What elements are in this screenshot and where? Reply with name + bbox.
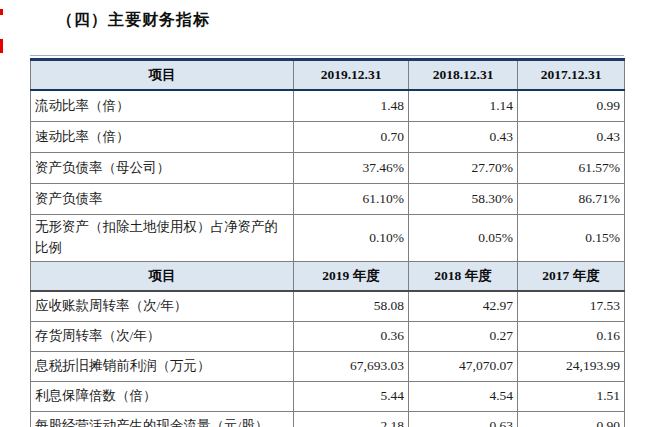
table-top-rule bbox=[30, 55, 624, 56]
row-value: 27.70% bbox=[409, 153, 518, 184]
row-label: 速动比率（倍） bbox=[31, 122, 294, 153]
row-label: 资产负债率 bbox=[31, 184, 294, 215]
row-label: 无形资产（扣除土地使用权）占净资产的比例 bbox=[31, 215, 294, 262]
financial-indicators-table-wrap: 项目 2019.12.31 2018.12.31 2017.12.31 流动比率… bbox=[30, 55, 624, 427]
table-row-cashflow-per-share: 每股经营活动产生的现金流量（元/股） 2.18 0.63 0.90 bbox=[31, 412, 625, 427]
table-row-intangible-assets-ratio: 无形资产（扣除土地使用权）占净资产的比例 0.10% 0.05% 0.15% bbox=[31, 215, 625, 262]
row-value: 1.48 bbox=[294, 90, 409, 122]
header-cell-2018-year: 2018 年度 bbox=[409, 262, 518, 292]
left-edge-red-mark bbox=[0, 9, 3, 15]
row-label: 应收账款周转率（次/年） bbox=[31, 291, 294, 322]
row-label: 息税折旧摊销前利润（万元） bbox=[31, 352, 294, 382]
row-value: 0.15% bbox=[518, 215, 625, 262]
row-value: 24,193.99 bbox=[518, 352, 625, 382]
table-row-ebitda: 息税折旧摊销前利润（万元） 67,693.03 47,070.07 24,193… bbox=[31, 352, 625, 382]
header-cell-2019-year: 2019 年度 bbox=[294, 262, 409, 292]
table-row-current-ratio: 流动比率（倍） 1.48 1.14 0.99 bbox=[31, 90, 625, 122]
row-value: 37.46% bbox=[294, 153, 409, 184]
row-value: 0.10% bbox=[294, 215, 409, 262]
row-value: 17.53 bbox=[518, 291, 625, 322]
row-label: 利息保障倍数（倍） bbox=[31, 382, 294, 412]
header-cell-2017-year: 2017 年度 bbox=[518, 262, 625, 292]
row-value: 86.71% bbox=[518, 184, 625, 215]
row-value: 0.05% bbox=[409, 215, 518, 262]
row-value: 0.16 bbox=[518, 322, 625, 352]
table-row-debt-ratio: 资产负债率 61.10% 58.30% 86.71% bbox=[31, 184, 625, 215]
row-value: 58.30% bbox=[409, 184, 518, 215]
financial-indicators-table: 项目 2019.12.31 2018.12.31 2017.12.31 流动比率… bbox=[30, 58, 625, 427]
section-title: （四）主要财务指标 bbox=[57, 10, 210, 31]
table-row-inventory-turnover: 存货周转率（次/年） 0.36 0.27 0.16 bbox=[31, 322, 625, 352]
row-value: 0.43 bbox=[409, 122, 518, 153]
row-value: 0.70 bbox=[294, 122, 409, 153]
header-cell-2017: 2017.12.31 bbox=[518, 60, 625, 91]
row-label: 每股经营活动产生的现金流量（元/股） bbox=[31, 412, 294, 427]
row-value: 4.54 bbox=[409, 382, 518, 412]
row-value: 0.36 bbox=[294, 322, 409, 352]
row-value: 0.27 bbox=[409, 322, 518, 352]
left-edge-red-mark bbox=[0, 39, 3, 53]
row-value: 42.97 bbox=[409, 291, 518, 322]
row-value: 58.08 bbox=[294, 291, 409, 322]
row-value: 0.90 bbox=[518, 412, 625, 427]
table-row-receivables-turnover: 应收账款周转率（次/年） 58.08 42.97 17.53 bbox=[31, 291, 625, 322]
row-value: 1.14 bbox=[409, 90, 518, 122]
row-label: 流动比率（倍） bbox=[31, 90, 294, 122]
row-value: 61.10% bbox=[294, 184, 409, 215]
row-label: 存货周转率（次/年） bbox=[31, 322, 294, 352]
row-value: 2.18 bbox=[294, 412, 409, 427]
row-label: 资产负债率（母公司） bbox=[31, 153, 294, 184]
row-value: 1.51 bbox=[518, 382, 625, 412]
header-cell-2019: 2019.12.31 bbox=[294, 60, 409, 91]
table-row-interest-coverage: 利息保障倍数（倍） 5.44 4.54 1.51 bbox=[31, 382, 625, 412]
row-value: 61.57% bbox=[518, 153, 625, 184]
table-row-quick-ratio: 速动比率（倍） 0.70 0.43 0.43 bbox=[31, 122, 625, 153]
row-value: 5.44 bbox=[294, 382, 409, 412]
header-cell-item: 项目 bbox=[31, 60, 294, 91]
header-cell-item: 项目 bbox=[31, 262, 294, 292]
row-value: 0.99 bbox=[518, 90, 625, 122]
annual-header-row: 项目 2019 年度 2018 年度 2017 年度 bbox=[31, 262, 625, 292]
row-value: 0.63 bbox=[409, 412, 518, 427]
balance-header-row: 项目 2019.12.31 2018.12.31 2017.12.31 bbox=[31, 60, 625, 91]
header-cell-2018: 2018.12.31 bbox=[409, 60, 518, 91]
row-value: 47,070.07 bbox=[409, 352, 518, 382]
row-value: 0.43 bbox=[518, 122, 625, 153]
row-value: 67,693.03 bbox=[294, 352, 409, 382]
table-row-debt-ratio-parent: 资产负债率（母公司） 37.46% 27.70% 61.57% bbox=[31, 153, 625, 184]
